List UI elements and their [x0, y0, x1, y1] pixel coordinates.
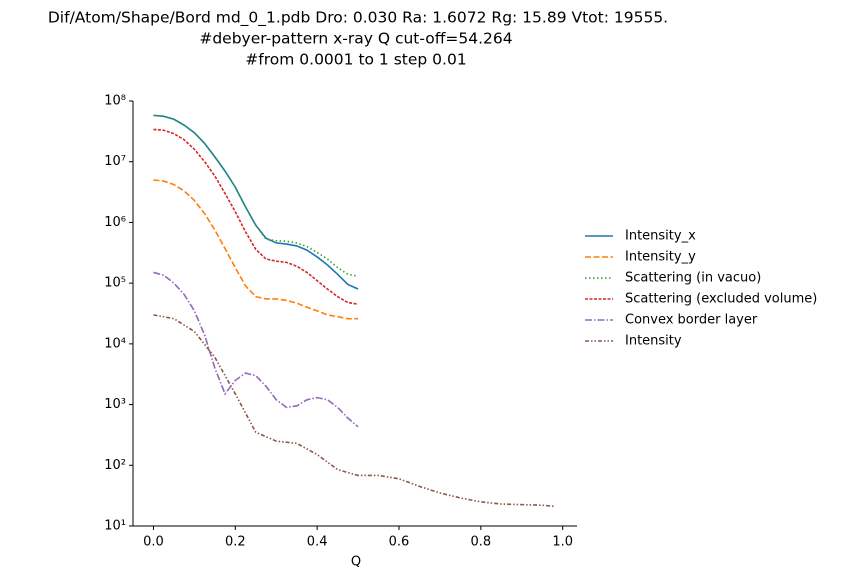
y-tick-label: 10⁶ — [104, 215, 126, 230]
x-tick-label: 1.0 — [552, 535, 573, 550]
y-tick-label: 10³ — [104, 397, 126, 412]
data-line — [153, 179, 359, 320]
x-tick-label: 0.8 — [470, 535, 491, 550]
data-line — [153, 114, 359, 278]
x-tick-label: 0.6 — [389, 535, 410, 550]
legend-label: Intensity — [625, 334, 682, 349]
chart-title: #debyer-pattern x-ray Q cut-off=54.264 — [199, 30, 512, 48]
x-axis-label: Q — [351, 555, 361, 570]
data-line — [153, 114, 359, 290]
legend-label: Scattering (in vacuo) — [625, 271, 761, 286]
data-line — [153, 271, 359, 428]
legend-label: Scattering (excluded volume) — [625, 292, 817, 307]
legend-label: Intensity_x — [625, 229, 696, 244]
data-line — [153, 128, 359, 305]
x-tick-label: 0.0 — [143, 535, 164, 550]
chart-title: Dif/Atom/Shape/Bord md_0_1.pdb Dro: 0.03… — [48, 9, 668, 28]
chart-title: #from 0.0001 to 1 step 0.01 — [245, 51, 466, 69]
x-tick-label: 0.4 — [307, 535, 328, 550]
legend-label: Intensity_y — [625, 250, 696, 265]
x-tick-label: 0.2 — [225, 535, 246, 550]
y-tick-label: 10⁵ — [104, 276, 126, 291]
y-tick-label: 10² — [104, 458, 126, 473]
legend-label: Convex border layer — [625, 313, 758, 328]
y-tick-label: 10⁸ — [104, 94, 126, 109]
y-tick-label: 10¹ — [104, 519, 126, 534]
y-tick-label: 10⁷ — [104, 154, 126, 169]
data-line — [153, 314, 555, 508]
y-tick-label: 10⁴ — [104, 336, 126, 351]
